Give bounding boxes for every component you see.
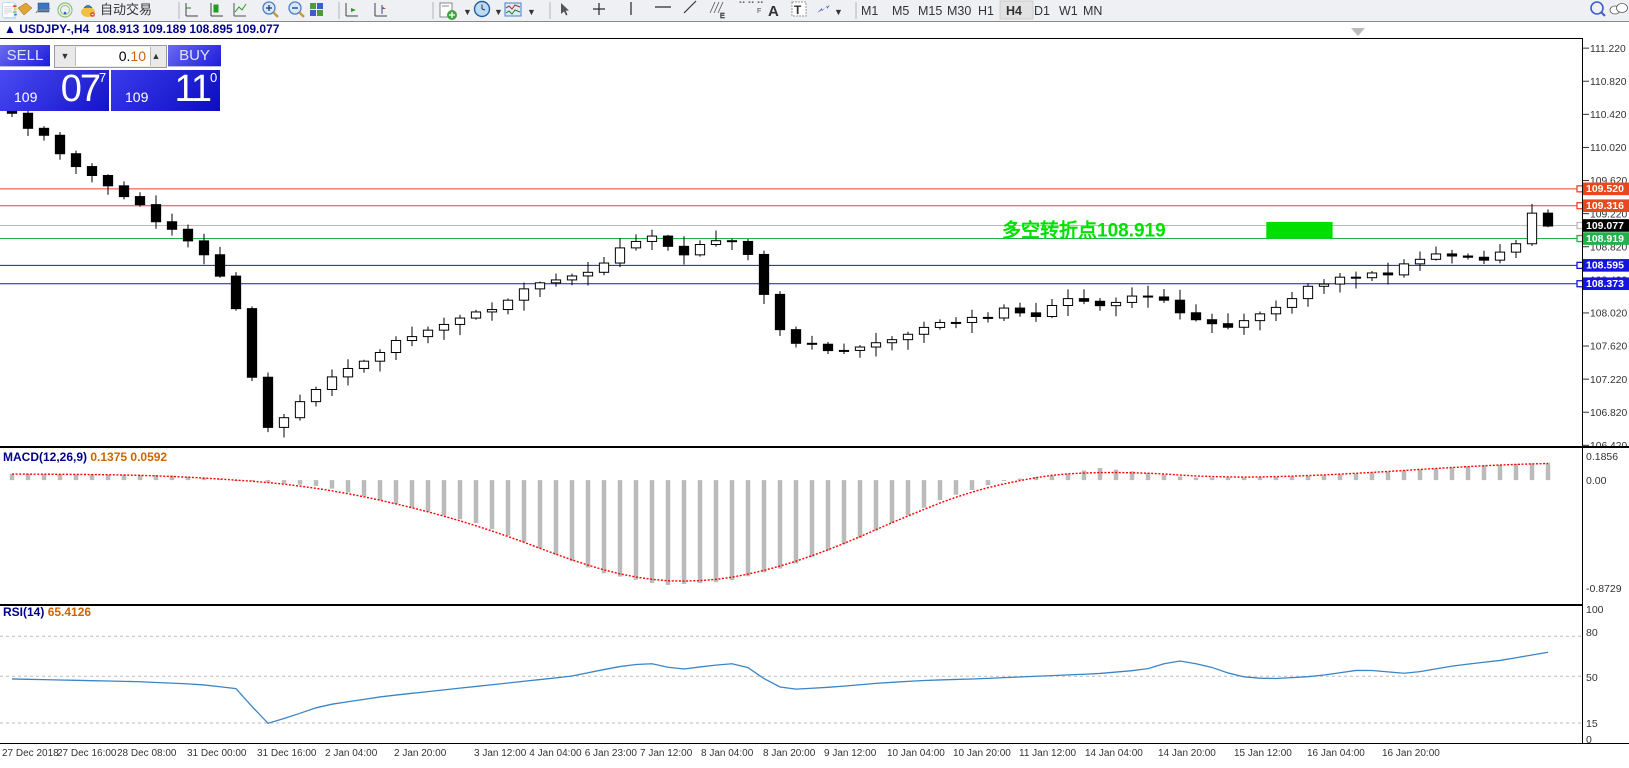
svg-text:H4: H4 — [1006, 4, 1022, 18]
svg-text:10 Jan 04:00: 10 Jan 04:00 — [887, 748, 945, 759]
svg-text:⠿⠿⠿: ⠿⠿⠿ — [738, 0, 765, 7]
svg-text:16 Jan 04:00: 16 Jan 04:00 — [1307, 748, 1365, 759]
svg-text:3 Jan 12:00: 3 Jan 12:00 — [474, 748, 527, 759]
svg-text:110.420: 110.420 — [1590, 110, 1627, 121]
svg-text:8 Jan 20:00: 8 Jan 20:00 — [763, 748, 816, 759]
svg-text:2 Jan 20:00: 2 Jan 20:00 — [394, 748, 447, 759]
svg-text:4 Jan 04:00: 4 Jan 04:00 — [529, 748, 582, 759]
svg-text:108.020: 108.020 — [1590, 309, 1627, 320]
svg-text:H1: H1 — [978, 4, 994, 18]
svg-text:16 Jan 20:00: 16 Jan 20:00 — [1382, 748, 1440, 759]
svg-text:14 Jan 04:00: 14 Jan 04:00 — [1085, 748, 1143, 759]
svg-text:50: 50 — [1586, 672, 1598, 684]
svg-text:15: 15 — [1586, 718, 1598, 730]
svg-text:8 Jan 04:00: 8 Jan 04:00 — [701, 748, 754, 759]
svg-text:109.520: 109.520 — [1586, 183, 1624, 195]
svg-text:109.077: 109.077 — [1586, 220, 1624, 232]
svg-text:109.316: 109.316 — [1586, 200, 1624, 212]
svg-text:📑: 📑 — [0, 2, 19, 20]
svg-text:▼: ▼ — [463, 7, 472, 17]
svg-text:A: A — [768, 3, 779, 20]
svg-text:自动交易: 自动交易 — [100, 2, 152, 17]
svg-text:M1: M1 — [861, 4, 878, 18]
svg-text:31 Dec 16:00: 31 Dec 16:00 — [257, 748, 317, 759]
svg-text:7 Jan 12:00: 7 Jan 12:00 — [640, 748, 693, 759]
svg-text:▼: ▼ — [834, 7, 843, 17]
svg-text:M30: M30 — [947, 4, 971, 18]
svg-text:110.020: 110.020 — [1590, 143, 1627, 154]
svg-text:100: 100 — [1586, 604, 1604, 616]
svg-text:107.220: 107.220 — [1590, 375, 1627, 386]
svg-text:15 Jan 12:00: 15 Jan 12:00 — [1234, 748, 1292, 759]
svg-text:28 Dec 08:00: 28 Dec 08:00 — [117, 748, 177, 759]
svg-text:80: 80 — [1586, 627, 1598, 639]
svg-text:▼: ▼ — [494, 7, 503, 17]
svg-text:111.220: 111.220 — [1590, 44, 1626, 55]
svg-text:MN: MN — [1083, 4, 1102, 18]
svg-text:T: T — [794, 3, 802, 17]
svg-text:-0.8729: -0.8729 — [1586, 583, 1622, 595]
svg-text:108.373: 108.373 — [1586, 278, 1624, 290]
svg-text:0.00: 0.00 — [1586, 475, 1607, 487]
svg-text:0: 0 — [1586, 734, 1592, 743]
svg-text:10 Jan 20:00: 10 Jan 20:00 — [953, 748, 1011, 759]
svg-text:2 Jan 04:00: 2 Jan 04:00 — [325, 748, 378, 759]
svg-text:27 Dec 2018: 27 Dec 2018 — [2, 748, 59, 759]
svg-text:E: E — [720, 13, 725, 20]
svg-text:M15: M15 — [918, 4, 942, 18]
svg-text:9 Jan 12:00: 9 Jan 12:00 — [824, 748, 877, 759]
svg-text:▼: ▼ — [527, 7, 536, 17]
svg-text:0.1856: 0.1856 — [1586, 451, 1618, 463]
svg-text:110.820: 110.820 — [1590, 77, 1627, 88]
svg-text:多空转折点108.919: 多空转折点108.919 — [1002, 218, 1166, 241]
svg-text:107.620: 107.620 — [1590, 342, 1627, 353]
svg-text:106.820: 106.820 — [1590, 408, 1627, 419]
svg-text:14 Jan 20:00: 14 Jan 20:00 — [1158, 748, 1216, 759]
svg-text:6 Jan 23:00: 6 Jan 23:00 — [585, 748, 638, 759]
svg-text:108.595: 108.595 — [1586, 260, 1624, 272]
svg-text:F: F — [757, 8, 761, 15]
svg-text:W1: W1 — [1059, 4, 1078, 18]
svg-text:11 Jan 12:00: 11 Jan 12:00 — [1019, 748, 1077, 759]
svg-text:108.919: 108.919 — [1586, 233, 1624, 245]
svg-text:31 Dec 00:00: 31 Dec 00:00 — [187, 748, 247, 759]
svg-text:M5: M5 — [892, 4, 909, 18]
svg-text:D1: D1 — [1034, 4, 1050, 18]
svg-text:27 Dec 16:00: 27 Dec 16:00 — [57, 748, 117, 759]
